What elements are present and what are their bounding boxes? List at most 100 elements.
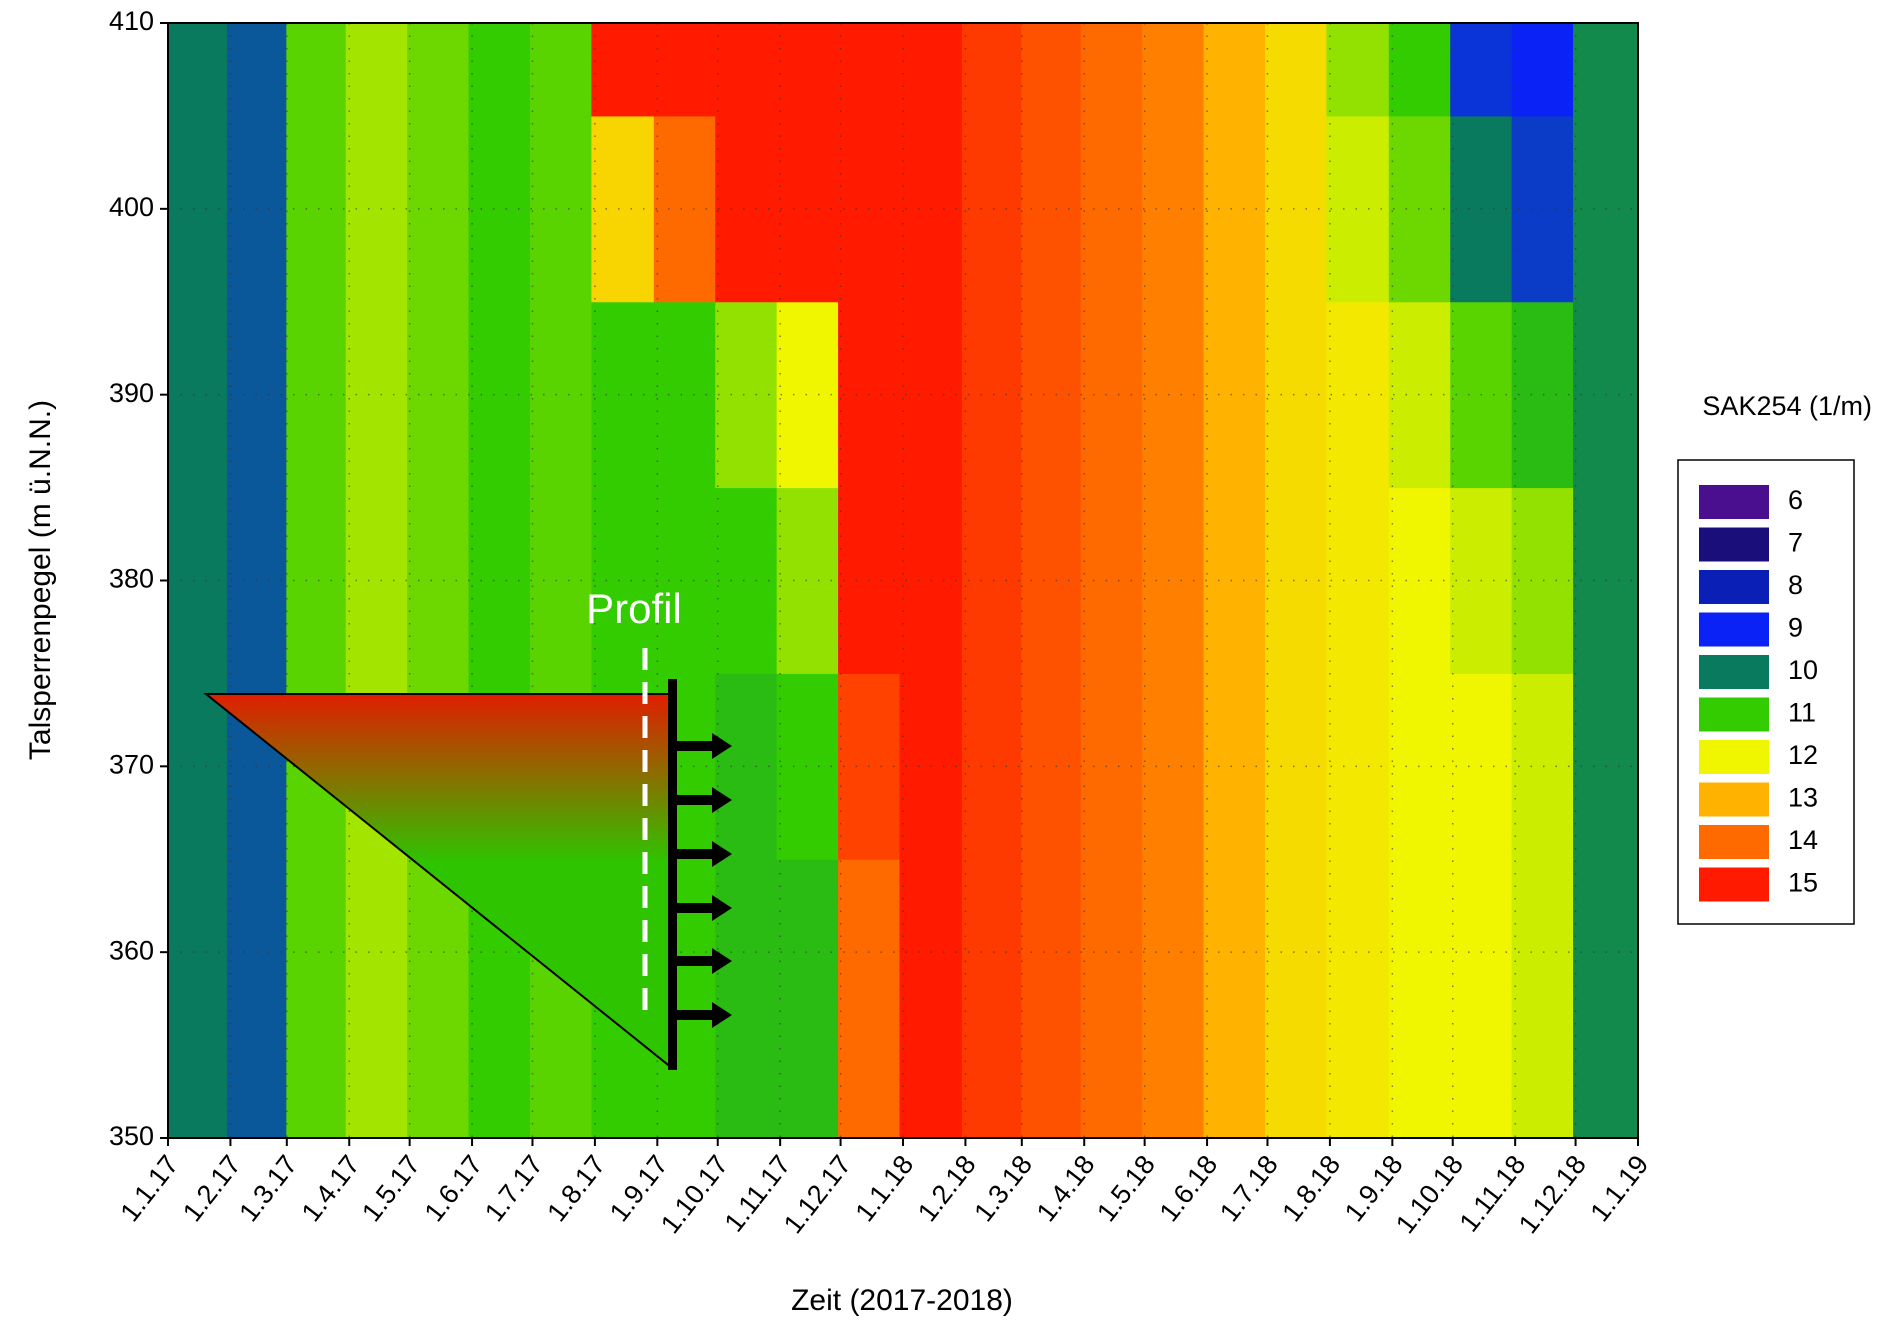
heat-cell (961, 301, 1023, 489)
heat-cell (1511, 487, 1575, 674)
heat-cell (776, 487, 840, 674)
x-tick-label: 1.1.18 (849, 1150, 919, 1228)
heat-cell (1511, 1044, 1575, 1138)
heat-cell (529, 487, 593, 674)
heat-cell (1142, 1044, 1205, 1138)
heat-cell (1573, 23, 1638, 117)
heat-cell (407, 23, 470, 117)
heat-cell (1388, 115, 1452, 303)
heat-cell (286, 858, 347, 1046)
heat-cell (715, 115, 778, 303)
x-tick-label: 1.8.18 (1276, 1150, 1346, 1228)
x-tick-label: 1.5.18 (1091, 1150, 1161, 1228)
dam-wall (668, 679, 677, 1070)
legend-title: SAK254 (1/m) (1702, 391, 1872, 421)
legend-swatch (1699, 570, 1769, 604)
heat-cell (591, 23, 655, 117)
heat-cell (1021, 115, 1082, 303)
y-tick-label: 350 (109, 1121, 154, 1151)
heat-cell (345, 487, 409, 674)
heat-cell (1080, 487, 1144, 674)
heat-cell (1021, 858, 1082, 1046)
legend-swatch (1699, 485, 1769, 519)
heat-cell (776, 301, 840, 489)
heat-cell (1326, 858, 1390, 1046)
legend-swatch (1699, 612, 1769, 647)
heat-cell (226, 23, 288, 117)
x-tick-label: 1.7.18 (1214, 1150, 1284, 1228)
x-tick-label: 1.2.17 (177, 1150, 247, 1228)
heat-cell (961, 115, 1023, 303)
heat-cell (286, 23, 347, 117)
heat-cell (168, 301, 228, 489)
arrows (677, 733, 732, 1028)
heat-cell (961, 858, 1023, 1046)
heat-cell (1142, 672, 1205, 860)
x-tick-label: 1.8.17 (541, 1150, 611, 1228)
heat-cell (168, 487, 228, 674)
legend-swatch (1699, 527, 1769, 562)
legend-label: 9 (1788, 613, 1803, 643)
heat-cell (468, 487, 531, 674)
x-tick-label: 1.7.17 (479, 1150, 549, 1228)
legend-label: 14 (1788, 825, 1818, 855)
x-tick-label: 1.1.19 (1584, 1150, 1654, 1228)
y-tick-label: 410 (109, 6, 154, 36)
heat-cell (1080, 858, 1144, 1046)
x-tick-label: 1.6.18 (1154, 1150, 1224, 1228)
heat-cell (776, 115, 840, 303)
heat-cell (1142, 858, 1205, 1046)
legend-label: 11 (1788, 698, 1816, 728)
heat-cell (286, 115, 347, 303)
heat-cell (345, 1044, 409, 1138)
heat-cell (1080, 23, 1144, 117)
heat-cell (838, 23, 901, 117)
heat-cell (226, 487, 288, 674)
y-tick-label: 380 (109, 564, 154, 594)
heat-cell (1142, 301, 1205, 489)
heat-cell (226, 301, 288, 489)
heat-cell (1264, 301, 1328, 489)
heat-cell (286, 487, 347, 674)
heat-cell (529, 301, 593, 489)
legend-label: 7 (1788, 528, 1803, 558)
heat-cell (1080, 301, 1144, 489)
heat-cell (529, 23, 593, 117)
heat-cell (961, 487, 1023, 674)
annotation: Profil (586, 585, 682, 632)
heat-cell (591, 487, 655, 674)
heat-cell (1080, 672, 1144, 860)
heat-cell (961, 672, 1023, 860)
heat-cell (168, 858, 228, 1046)
heat-cell (715, 301, 778, 489)
heat-cell (407, 301, 470, 489)
x-tick-label: 1.1.17 (114, 1150, 184, 1228)
heat-cell (529, 1044, 593, 1138)
heat-cell (1326, 115, 1390, 303)
heat-cell (468, 23, 531, 117)
heat-cell (961, 1044, 1023, 1138)
heat-cell (1264, 672, 1328, 860)
heat-cell (1142, 23, 1205, 117)
legend-swatch (1699, 740, 1769, 774)
heat-cell (345, 858, 409, 1046)
heat-cell (776, 858, 840, 1046)
x-tick-label: 1.3.18 (968, 1150, 1038, 1228)
legend-label: 15 (1788, 868, 1818, 898)
heat-cell (1021, 487, 1082, 674)
heat-cell (1388, 301, 1452, 489)
heat-cell (1326, 23, 1390, 117)
heat-cell (286, 1044, 347, 1138)
legend-label: 13 (1788, 783, 1818, 813)
x-tick-label: 1.3.17 (233, 1150, 303, 1228)
legend-label: 6 (1788, 485, 1803, 515)
heat-cell (168, 23, 228, 117)
heat-cell (286, 301, 347, 489)
legend-label: 8 (1788, 570, 1803, 600)
x-tick-label: 1.5.17 (356, 1150, 426, 1228)
heat-cell (715, 672, 778, 860)
heat-cell (1021, 301, 1082, 489)
heat-cell (1080, 115, 1144, 303)
heat-cell (899, 23, 963, 117)
